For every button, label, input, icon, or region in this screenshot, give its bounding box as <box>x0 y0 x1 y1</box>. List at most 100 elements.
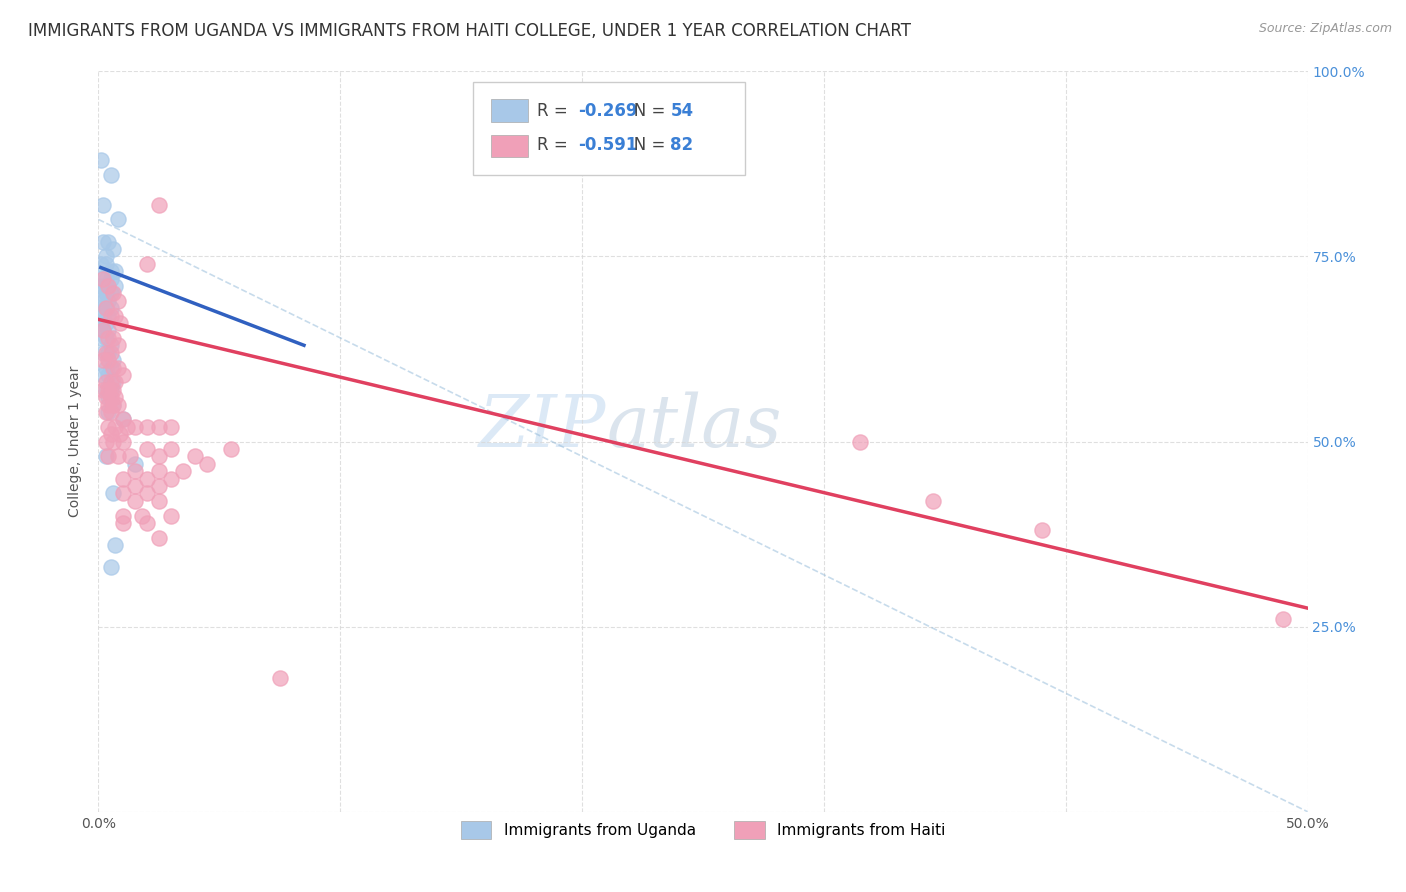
Point <box>172 464 194 478</box>
Point <box>135 442 157 456</box>
Point <box>97 450 120 464</box>
Point <box>91 368 114 382</box>
Point <box>100 168 122 182</box>
Point <box>91 235 114 249</box>
Point <box>101 398 124 412</box>
Point <box>104 538 127 552</box>
Point <box>90 257 112 271</box>
Point <box>90 331 112 345</box>
Point <box>148 531 170 545</box>
Point <box>1272 612 1295 626</box>
Point <box>111 412 134 426</box>
Point <box>94 301 117 316</box>
Point <box>107 293 129 308</box>
Point <box>100 264 122 278</box>
Point <box>90 286 112 301</box>
Point <box>124 457 146 471</box>
Point <box>94 405 117 419</box>
Point <box>108 427 131 442</box>
Point <box>100 427 122 442</box>
Point <box>100 301 122 316</box>
Text: R =: R = <box>537 102 574 120</box>
Point <box>135 257 157 271</box>
Point <box>97 383 120 397</box>
Point <box>97 390 120 404</box>
Bar <box>492 135 527 157</box>
Point <box>111 434 134 449</box>
Text: 54: 54 <box>671 102 693 120</box>
Point <box>269 672 291 686</box>
Point <box>100 376 122 390</box>
Point <box>101 486 124 500</box>
Point <box>94 360 117 375</box>
Point <box>91 293 114 308</box>
Point <box>195 457 218 471</box>
Point <box>91 383 114 397</box>
Point <box>118 450 141 464</box>
Point <box>94 345 117 359</box>
Point <box>101 242 124 256</box>
Point <box>91 353 114 368</box>
Point <box>94 390 117 404</box>
Text: N =: N = <box>619 136 671 154</box>
Point <box>94 279 117 293</box>
Point <box>124 493 146 508</box>
Point <box>160 508 183 523</box>
Point <box>91 271 114 285</box>
Point <box>107 338 129 352</box>
Point <box>100 309 122 323</box>
Point <box>94 257 117 271</box>
Point <box>135 516 157 530</box>
Legend: Immigrants from Uganda, Immigrants from Haiti: Immigrants from Uganda, Immigrants from … <box>454 815 952 845</box>
Point <box>107 360 129 375</box>
Point <box>94 450 117 464</box>
Point <box>160 442 183 456</box>
Point <box>107 212 129 227</box>
Text: ZIP: ZIP <box>479 392 606 462</box>
Point <box>184 450 207 464</box>
Point <box>111 516 134 530</box>
Point <box>135 419 157 434</box>
Point <box>100 345 122 359</box>
Y-axis label: College, Under 1 year: College, Under 1 year <box>69 366 83 517</box>
Point <box>148 419 170 434</box>
Point <box>101 383 124 397</box>
Point <box>100 383 122 397</box>
Point <box>100 390 122 404</box>
Text: IMMIGRANTS FROM UGANDA VS IMMIGRANTS FROM HAITI COLLEGE, UNDER 1 YEAR CORRELATIO: IMMIGRANTS FROM UGANDA VS IMMIGRANTS FRO… <box>28 22 911 40</box>
Point <box>94 301 117 316</box>
Point <box>91 309 114 323</box>
Point <box>100 286 122 301</box>
Point <box>101 376 124 390</box>
Text: -0.269: -0.269 <box>578 102 638 120</box>
Point <box>97 235 120 249</box>
Point <box>148 493 170 508</box>
Point <box>97 279 120 293</box>
Point <box>160 471 183 485</box>
Point <box>148 197 170 211</box>
Point <box>91 197 114 211</box>
Point <box>104 264 127 278</box>
Point <box>94 331 117 345</box>
Text: 82: 82 <box>671 136 693 154</box>
Point <box>108 316 131 330</box>
Point <box>100 271 122 285</box>
Point <box>124 464 146 478</box>
Point <box>104 419 127 434</box>
Point <box>97 293 120 308</box>
Point <box>94 250 117 264</box>
Point <box>90 316 112 330</box>
Point <box>849 434 872 449</box>
Point <box>124 419 146 434</box>
Text: atlas: atlas <box>606 392 782 462</box>
Point <box>97 405 120 419</box>
Point <box>111 508 134 523</box>
Point <box>148 450 170 464</box>
Point <box>91 324 114 338</box>
Point <box>91 345 114 359</box>
Text: N =: N = <box>619 102 671 120</box>
Point <box>160 419 183 434</box>
Point <box>94 316 117 330</box>
Point <box>97 331 120 345</box>
Point <box>1031 524 1053 538</box>
